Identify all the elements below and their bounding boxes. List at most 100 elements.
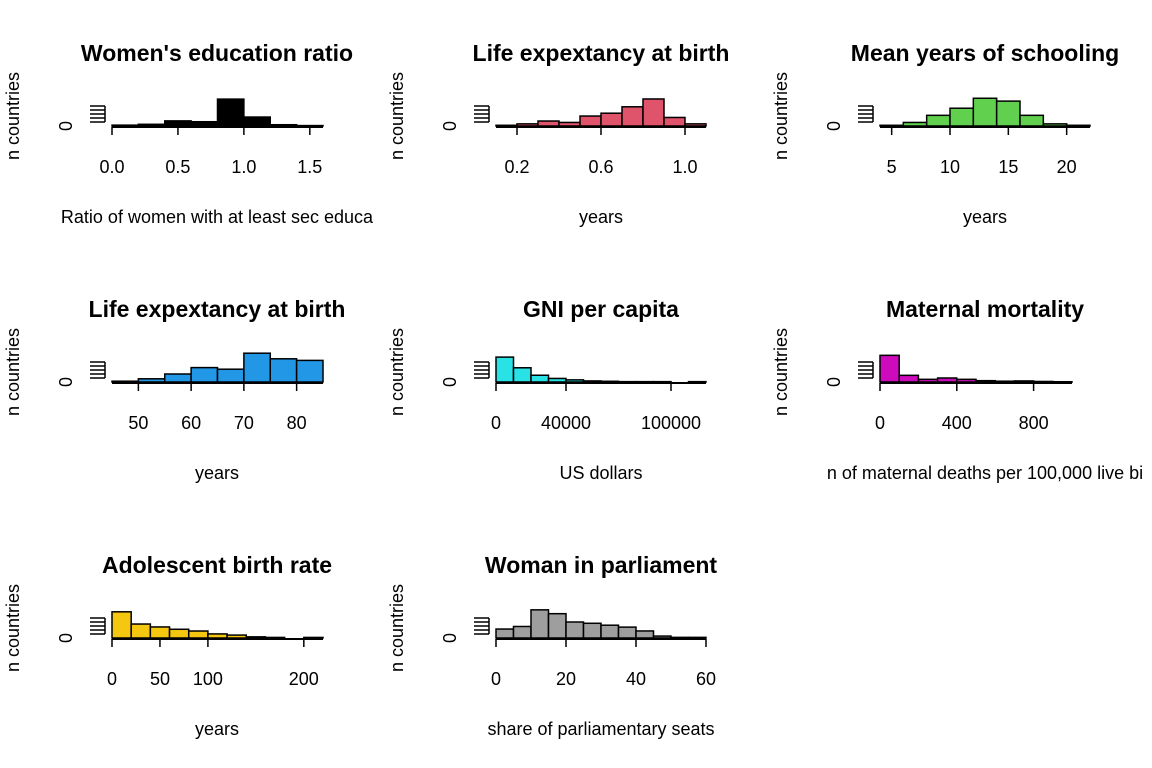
x-axis-label: Ratio of women with at least sec educa — [61, 207, 374, 227]
bar — [216, 368, 245, 383]
bar — [264, 636, 286, 639]
bar — [243, 116, 271, 127]
bar — [190, 366, 219, 383]
y-axis-ticks — [90, 361, 106, 379]
bar — [687, 636, 707, 639]
y-axis-ticks — [474, 105, 490, 123]
x-tick-label: 0.5 — [165, 157, 190, 177]
bar — [269, 358, 298, 383]
bar — [137, 123, 166, 127]
bar — [600, 112, 623, 127]
bar — [684, 123, 707, 127]
y-axis-label: n countries — [771, 72, 791, 160]
chart-title: Life expextancy at birth — [89, 296, 346, 322]
x-tick-label: 5 — [887, 157, 897, 177]
y-axis-ticks — [474, 361, 490, 379]
bar — [621, 106, 644, 127]
bar — [216, 98, 245, 127]
x-axis-label: n of maternal deaths per 100,000 live bi — [827, 463, 1143, 483]
bar — [168, 628, 190, 639]
bar — [187, 630, 209, 639]
bar — [495, 124, 518, 127]
y-axis-label: n countries — [387, 584, 407, 672]
bar — [898, 374, 920, 383]
bar — [111, 380, 140, 383]
bar — [243, 352, 271, 383]
bar — [879, 124, 905, 127]
bar — [582, 622, 602, 639]
y-axis-label: n countries — [3, 72, 23, 160]
x-tick-label: 50 — [128, 413, 148, 433]
bar — [1019, 114, 1045, 127]
histogram-panel-8: Woman in parliament n countries 0 0 20 40 60 sh… — [387, 552, 717, 739]
bar — [111, 124, 140, 127]
bars — [495, 356, 707, 383]
chart-title: Life expextancy at birth — [473, 40, 730, 66]
y-tick-label: 0 — [440, 633, 460, 643]
x-tick-label: 60 — [181, 413, 201, 433]
x-tick-label: 15 — [998, 157, 1018, 177]
y-axis-ticks — [474, 617, 490, 635]
x-axis-label: US dollars — [559, 463, 642, 483]
x-tick-label: 0 — [491, 669, 501, 689]
bar — [547, 377, 567, 383]
bar — [972, 97, 998, 127]
histogram-panel-2: Life expextancy at birth n countries 0 0.2 0… — [387, 40, 729, 227]
histogram-panel-7: Adolescent birth rate n countries 0 0 50 100 2… — [3, 552, 332, 739]
x-axis-label: years — [963, 207, 1007, 227]
x-tick-label: 50 — [150, 669, 170, 689]
bar — [137, 378, 166, 383]
bar — [207, 633, 228, 639]
y-tick-label: 0 — [56, 377, 76, 387]
x-tick-label: 200 — [289, 669, 319, 689]
histogram-panel-3: Mean years of schooling n countries 0 5 10 15… — [771, 40, 1119, 227]
bar — [111, 611, 132, 639]
bar — [902, 121, 928, 127]
x-tick-label: 1.0 — [672, 157, 697, 177]
bar — [670, 636, 690, 639]
bar — [495, 628, 515, 639]
bar — [303, 636, 324, 639]
bar — [975, 379, 996, 383]
bar — [295, 359, 324, 383]
chart-title: Mean years of schooling — [851, 40, 1119, 66]
y-axis-label: n countries — [771, 328, 791, 416]
x-tick-label: 100 — [193, 669, 223, 689]
y-axis-ticks — [858, 105, 874, 123]
bar — [1065, 124, 1091, 127]
bar — [130, 623, 152, 639]
y-tick-label: 0 — [56, 121, 76, 131]
y-axis-label: n countries — [3, 328, 23, 416]
chart-title: Women's education ratio — [81, 40, 353, 66]
x-tick-label: 0.0 — [99, 157, 124, 177]
bar — [495, 356, 515, 383]
bar — [994, 380, 1016, 383]
bar — [537, 120, 560, 127]
x-tick-label: 800 — [1019, 413, 1049, 433]
bar — [956, 378, 977, 383]
y-axis-label: n countries — [3, 584, 23, 672]
bar — [600, 380, 620, 383]
x-tick-label: 0 — [491, 413, 501, 433]
bar — [190, 120, 219, 127]
bar — [245, 636, 267, 639]
histogram-panel-5: GNI per capita n countries 0 0 40000 100000 US… — [387, 296, 707, 483]
bars — [111, 611, 324, 639]
y-axis-ticks — [90, 105, 106, 123]
bars — [111, 98, 324, 127]
y-tick-label: 0 — [440, 377, 460, 387]
x-tick-label: 0.2 — [504, 157, 529, 177]
x-tick-label: 60 — [696, 669, 716, 689]
x-axis-label: years — [579, 207, 623, 227]
x-tick-label: 40000 — [541, 413, 591, 433]
histogram-panel-6: Maternal mortality n countries 0 0 400 800 n o… — [771, 296, 1143, 483]
bar — [995, 100, 1021, 127]
bar — [635, 630, 655, 639]
y-tick-label: 0 — [56, 633, 76, 643]
bars — [879, 354, 1073, 383]
bar — [936, 377, 958, 383]
x-tick-label: 20 — [556, 669, 576, 689]
x-tick-label: 1.5 — [297, 157, 322, 177]
x-axis-label: years — [195, 463, 239, 483]
x-tick-label: 1.0 — [231, 157, 256, 177]
